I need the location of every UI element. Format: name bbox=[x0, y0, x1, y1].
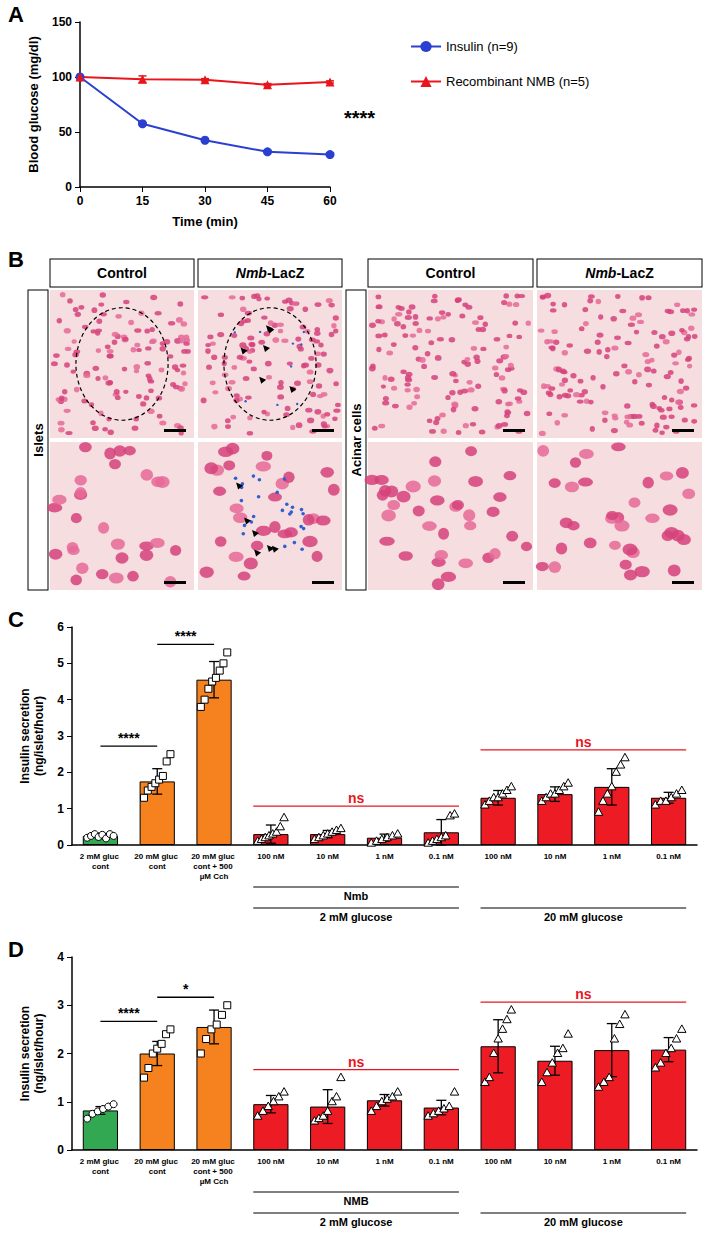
html-text:A: A bbox=[8, 2, 24, 27]
svg-text:1 nM: 1 nM bbox=[603, 1157, 622, 1166]
svg-text:ns: ns bbox=[348, 1054, 365, 1070]
svg-text:100: 100 bbox=[52, 70, 72, 84]
svg-text:0: 0 bbox=[57, 838, 64, 852]
svg-text:20 mM gluc: 20 mM gluc bbox=[191, 1157, 237, 1166]
svg-text:10 nM: 10 nM bbox=[544, 852, 567, 861]
svg-text:2 mM glucose: 2 mM glucose bbox=[320, 911, 393, 923]
svg-text:0.1 nM: 0.1 nM bbox=[656, 852, 681, 861]
svg-text:1: 1 bbox=[57, 1095, 64, 1109]
svg-text:2 mM glucose: 2 mM glucose bbox=[320, 1216, 393, 1228]
svg-text:cont: cont bbox=[149, 1167, 166, 1176]
svg-text:3: 3 bbox=[57, 729, 64, 743]
svg-text:150: 150 bbox=[52, 15, 72, 29]
svg-text:5: 5 bbox=[57, 656, 64, 670]
svg-text:0: 0 bbox=[65, 180, 72, 194]
svg-text:NMB: NMB bbox=[344, 1195, 369, 1207]
svg-text:*: * bbox=[183, 981, 189, 997]
svg-text:(ng/islet/hour): (ng/islet/hour) bbox=[32, 1014, 46, 1094]
svg-text:****: **** bbox=[344, 107, 375, 129]
svg-text:60: 60 bbox=[323, 194, 337, 208]
svg-text:20 mM gluc: 20 mM gluc bbox=[134, 1157, 180, 1166]
svg-text:10 nM: 10 nM bbox=[316, 1157, 339, 1166]
svg-text:20 mM gluc: 20 mM gluc bbox=[191, 852, 237, 861]
svg-text:ns: ns bbox=[348, 790, 365, 806]
svg-text:2 mM gluc: 2 mM gluc bbox=[80, 1157, 121, 1166]
svg-text:Islets: Islets bbox=[31, 423, 46, 456]
svg-text:cont: cont bbox=[92, 862, 109, 871]
svg-text:0.1 nM: 0.1 nM bbox=[429, 852, 454, 861]
svg-text:0.1 nM: 0.1 nM bbox=[429, 1157, 454, 1166]
html-text:C: C bbox=[8, 607, 24, 632]
svg-text:Recombinant NMB (n=5): Recombinant NMB (n=5) bbox=[446, 74, 589, 89]
svg-text:100 nM: 100 nM bbox=[485, 1157, 512, 1166]
svg-text:4: 4 bbox=[57, 950, 64, 964]
svg-text:Nmb: Nmb bbox=[344, 890, 369, 902]
svg-text:1: 1 bbox=[57, 802, 64, 816]
svg-text:Nmb-LacZ: Nmb-LacZ bbox=[585, 265, 654, 281]
svg-text:1 nM: 1 nM bbox=[375, 1157, 394, 1166]
svg-text:****: **** bbox=[118, 730, 140, 746]
svg-text:15: 15 bbox=[136, 194, 150, 208]
html-text:B: B bbox=[8, 247, 24, 272]
svg-text:Blood glucose (mg/dl): Blood glucose (mg/dl) bbox=[26, 36, 41, 173]
svg-text:100 nM: 100 nM bbox=[257, 1157, 284, 1166]
svg-text:ns: ns bbox=[575, 734, 592, 750]
svg-text:(ng/islet/hour): (ng/islet/hour) bbox=[32, 696, 46, 776]
svg-text:4: 4 bbox=[57, 693, 64, 707]
svg-text:Control: Control bbox=[426, 265, 476, 281]
svg-text:1 nM: 1 nM bbox=[603, 852, 622, 861]
svg-text:10 nM: 10 nM bbox=[544, 1157, 567, 1166]
svg-text:20 mM glucose: 20 mM glucose bbox=[544, 911, 623, 923]
svg-text:10 nM: 10 nM bbox=[316, 852, 339, 861]
svg-text:Insulin (n=9): Insulin (n=9) bbox=[446, 39, 518, 54]
svg-text:20 mM glucose: 20 mM glucose bbox=[544, 1216, 623, 1228]
html-text:D: D bbox=[8, 937, 24, 962]
svg-text:Insulin secretion: Insulin secretion bbox=[18, 688, 32, 783]
svg-text:****: **** bbox=[118, 1005, 140, 1021]
svg-text:0: 0 bbox=[77, 194, 84, 208]
svg-text:Time (min): Time (min) bbox=[172, 214, 238, 229]
svg-text:2: 2 bbox=[57, 765, 64, 779]
svg-text:µM Cch: µM Cch bbox=[200, 1177, 229, 1186]
svg-text:cont + 500: cont + 500 bbox=[193, 862, 235, 871]
svg-text:µM Cch: µM Cch bbox=[200, 872, 229, 881]
svg-text:Insulin secretion: Insulin secretion bbox=[18, 1006, 32, 1101]
svg-text:****: **** bbox=[175, 628, 197, 644]
svg-text:3: 3 bbox=[57, 998, 64, 1012]
svg-text:1 nM: 1 nM bbox=[375, 852, 394, 861]
svg-text:cont: cont bbox=[149, 862, 166, 871]
svg-text:30: 30 bbox=[198, 194, 212, 208]
svg-text:0: 0 bbox=[57, 1143, 64, 1157]
svg-text:45: 45 bbox=[261, 194, 275, 208]
svg-text:2: 2 bbox=[57, 1047, 64, 1061]
svg-text:6: 6 bbox=[57, 620, 64, 634]
svg-text:cont + 500: cont + 500 bbox=[193, 1167, 235, 1176]
svg-text:2 mM gluc: 2 mM gluc bbox=[80, 852, 121, 861]
svg-text:20 mM gluc: 20 mM gluc bbox=[134, 852, 180, 861]
svg-text:100 nM: 100 nM bbox=[485, 852, 512, 861]
svg-text:Acinar cells: Acinar cells bbox=[349, 404, 364, 477]
svg-text:50: 50 bbox=[59, 125, 73, 139]
svg-text:cont: cont bbox=[92, 1167, 109, 1176]
svg-text:Control: Control bbox=[97, 265, 147, 281]
svg-text:100 nM: 100 nM bbox=[257, 852, 284, 861]
svg-text:ns: ns bbox=[575, 986, 592, 1002]
svg-text:Nmb-LacZ: Nmb-LacZ bbox=[236, 265, 305, 281]
svg-text:0.1 nM: 0.1 nM bbox=[656, 1157, 681, 1166]
